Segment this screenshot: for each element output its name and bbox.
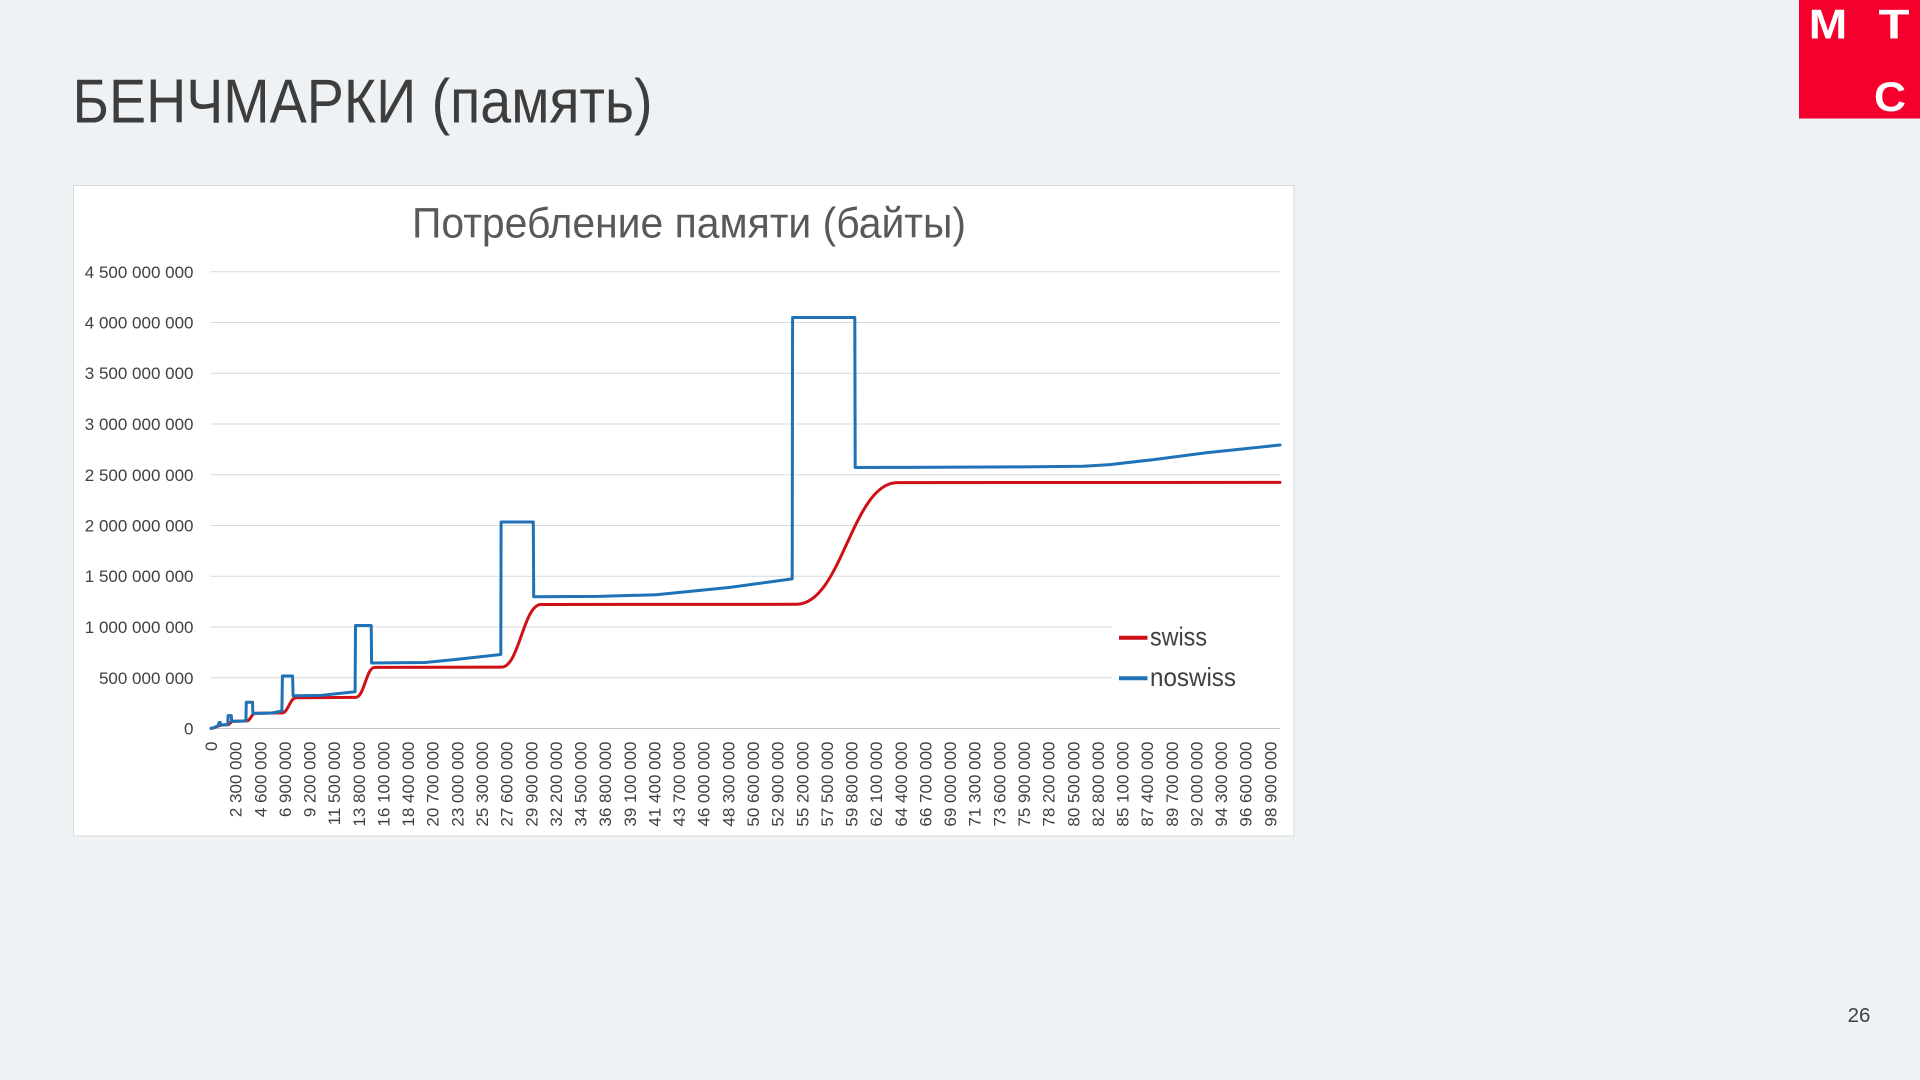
svg-text:82 800 000: 82 800 000: [1089, 742, 1108, 827]
svg-text:64 400 000: 64 400 000: [892, 742, 911, 827]
svg-text:М: М: [1809, 1, 1848, 48]
svg-text:4 600 000: 4 600 000: [251, 742, 270, 818]
svg-text:55 200 000: 55 200 000: [793, 742, 812, 827]
svg-text:Потребление памяти (байты): Потребление памяти (байты): [412, 200, 966, 248]
svg-text:18 400 000: 18 400 000: [399, 742, 418, 827]
svg-text:4 000 000 000: 4 000 000 000: [85, 314, 194, 333]
svg-text:85 100 000: 85 100 000: [1114, 742, 1133, 827]
svg-text:92 000 000: 92 000 000: [1187, 742, 1206, 827]
svg-text:Т: Т: [1879, 1, 1910, 48]
svg-text:2 300 000: 2 300 000: [227, 742, 246, 818]
svg-text:94 300 000: 94 300 000: [1212, 742, 1231, 827]
svg-text:БЕНЧМАРКИ (память): БЕНЧМАРКИ (память): [73, 68, 653, 137]
svg-text:16 100 000: 16 100 000: [375, 742, 394, 827]
svg-text:39 100 000: 39 100 000: [621, 742, 640, 827]
svg-text:62 100 000: 62 100 000: [867, 742, 886, 827]
svg-text:4 500 000 000: 4 500 000 000: [85, 263, 194, 282]
svg-text:36 800 000: 36 800 000: [596, 742, 615, 827]
svg-text:0: 0: [184, 720, 193, 739]
svg-text:75 900 000: 75 900 000: [1015, 742, 1034, 827]
svg-text:2 000 000 000: 2 000 000 000: [85, 517, 194, 536]
svg-text:48 300 000: 48 300 000: [719, 742, 738, 827]
svg-text:20 700 000: 20 700 000: [424, 742, 443, 827]
svg-text:3 000 000 000: 3 000 000 000: [85, 415, 194, 434]
svg-text:23 000 000: 23 000 000: [448, 742, 467, 827]
svg-text:71 300 000: 71 300 000: [966, 742, 985, 827]
svg-text:80 500 000: 80 500 000: [1064, 742, 1083, 827]
svg-text:32 200 000: 32 200 000: [547, 742, 566, 827]
svg-text:500 000 000: 500 000 000: [99, 669, 194, 688]
svg-text:0: 0: [202, 742, 221, 751]
svg-text:6 900 000: 6 900 000: [276, 742, 295, 818]
svg-text:27 600 000: 27 600 000: [498, 742, 517, 827]
svg-text:89 700 000: 89 700 000: [1163, 742, 1182, 827]
svg-text:59 800 000: 59 800 000: [843, 742, 862, 827]
svg-text:57 500 000: 57 500 000: [818, 742, 837, 827]
svg-text:46 000 000: 46 000 000: [695, 742, 714, 827]
svg-text:96 600 000: 96 600 000: [1237, 742, 1256, 827]
svg-text:3 500 000 000: 3 500 000 000: [85, 364, 194, 383]
svg-text:43 700 000: 43 700 000: [670, 742, 689, 827]
svg-text:9 200 000: 9 200 000: [301, 742, 320, 818]
svg-text:98 900 000: 98 900 000: [1261, 742, 1280, 827]
svg-text:13 800 000: 13 800 000: [350, 742, 369, 827]
svg-text:52 900 000: 52 900 000: [769, 742, 788, 827]
svg-text:1 500 000 000: 1 500 000 000: [85, 567, 194, 586]
svg-text:78 200 000: 78 200 000: [1040, 742, 1059, 827]
svg-text:С: С: [1874, 73, 1906, 120]
svg-text:50 600 000: 50 600 000: [744, 742, 763, 827]
svg-text:swiss: swiss: [1150, 622, 1207, 652]
svg-text:29 900 000: 29 900 000: [522, 742, 541, 827]
svg-text:2 500 000 000: 2 500 000 000: [85, 466, 194, 485]
svg-text:69 000 000: 69 000 000: [941, 742, 960, 827]
svg-text:noswiss: noswiss: [1150, 662, 1236, 692]
svg-text:26: 26: [1848, 1004, 1871, 1027]
svg-text:41 400 000: 41 400 000: [645, 742, 664, 827]
svg-text:73 600 000: 73 600 000: [990, 742, 1009, 827]
svg-text:66 700 000: 66 700 000: [916, 742, 935, 827]
svg-text:25 300 000: 25 300 000: [473, 742, 492, 827]
svg-text:87 400 000: 87 400 000: [1138, 742, 1157, 827]
svg-text:34 500 000: 34 500 000: [572, 742, 591, 827]
svg-text:11 500 000: 11 500 000: [325, 742, 344, 826]
svg-text:1 000 000 000: 1 000 000 000: [85, 618, 194, 637]
